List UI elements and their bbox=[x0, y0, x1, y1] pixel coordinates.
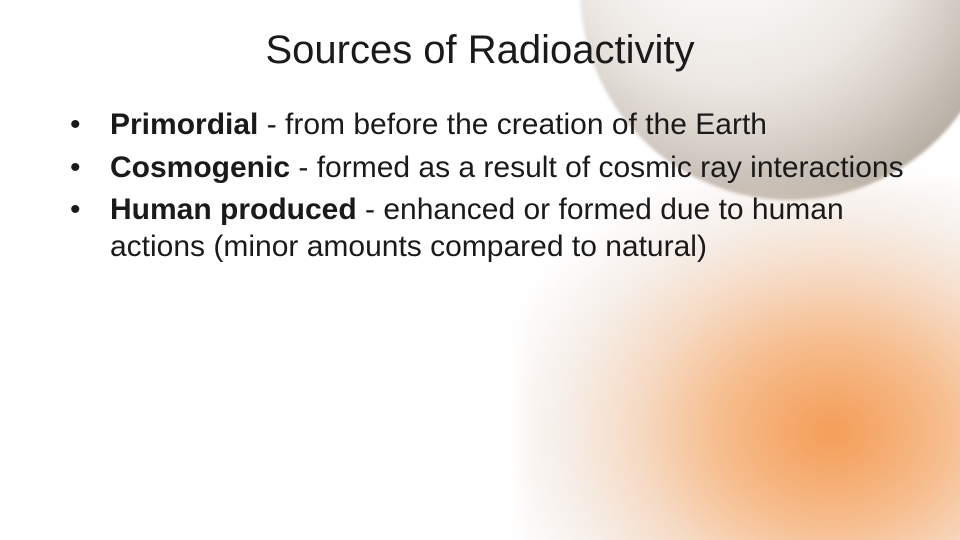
bullet-term: Human produced bbox=[110, 193, 357, 226]
slide-content: Sources of Radioactivity Primordial - fr… bbox=[0, 0, 960, 540]
list-item: Human produced - enhanced or formed due … bbox=[60, 192, 910, 265]
bullet-list: Primordial - from before the creation of… bbox=[50, 107, 910, 265]
bullet-desc: - from before the creation of the Earth bbox=[258, 108, 767, 141]
bullet-desc: - formed as a result of cosmic ray inter… bbox=[290, 151, 904, 184]
list-item: Cosmogenic - formed as a result of cosmi… bbox=[60, 150, 910, 187]
bullet-term: Cosmogenic bbox=[110, 151, 290, 184]
slide-title: Sources of Radioactivity bbox=[50, 28, 910, 73]
list-item: Primordial - from before the creation of… bbox=[60, 107, 910, 144]
bullet-term: Primordial bbox=[110, 108, 258, 141]
